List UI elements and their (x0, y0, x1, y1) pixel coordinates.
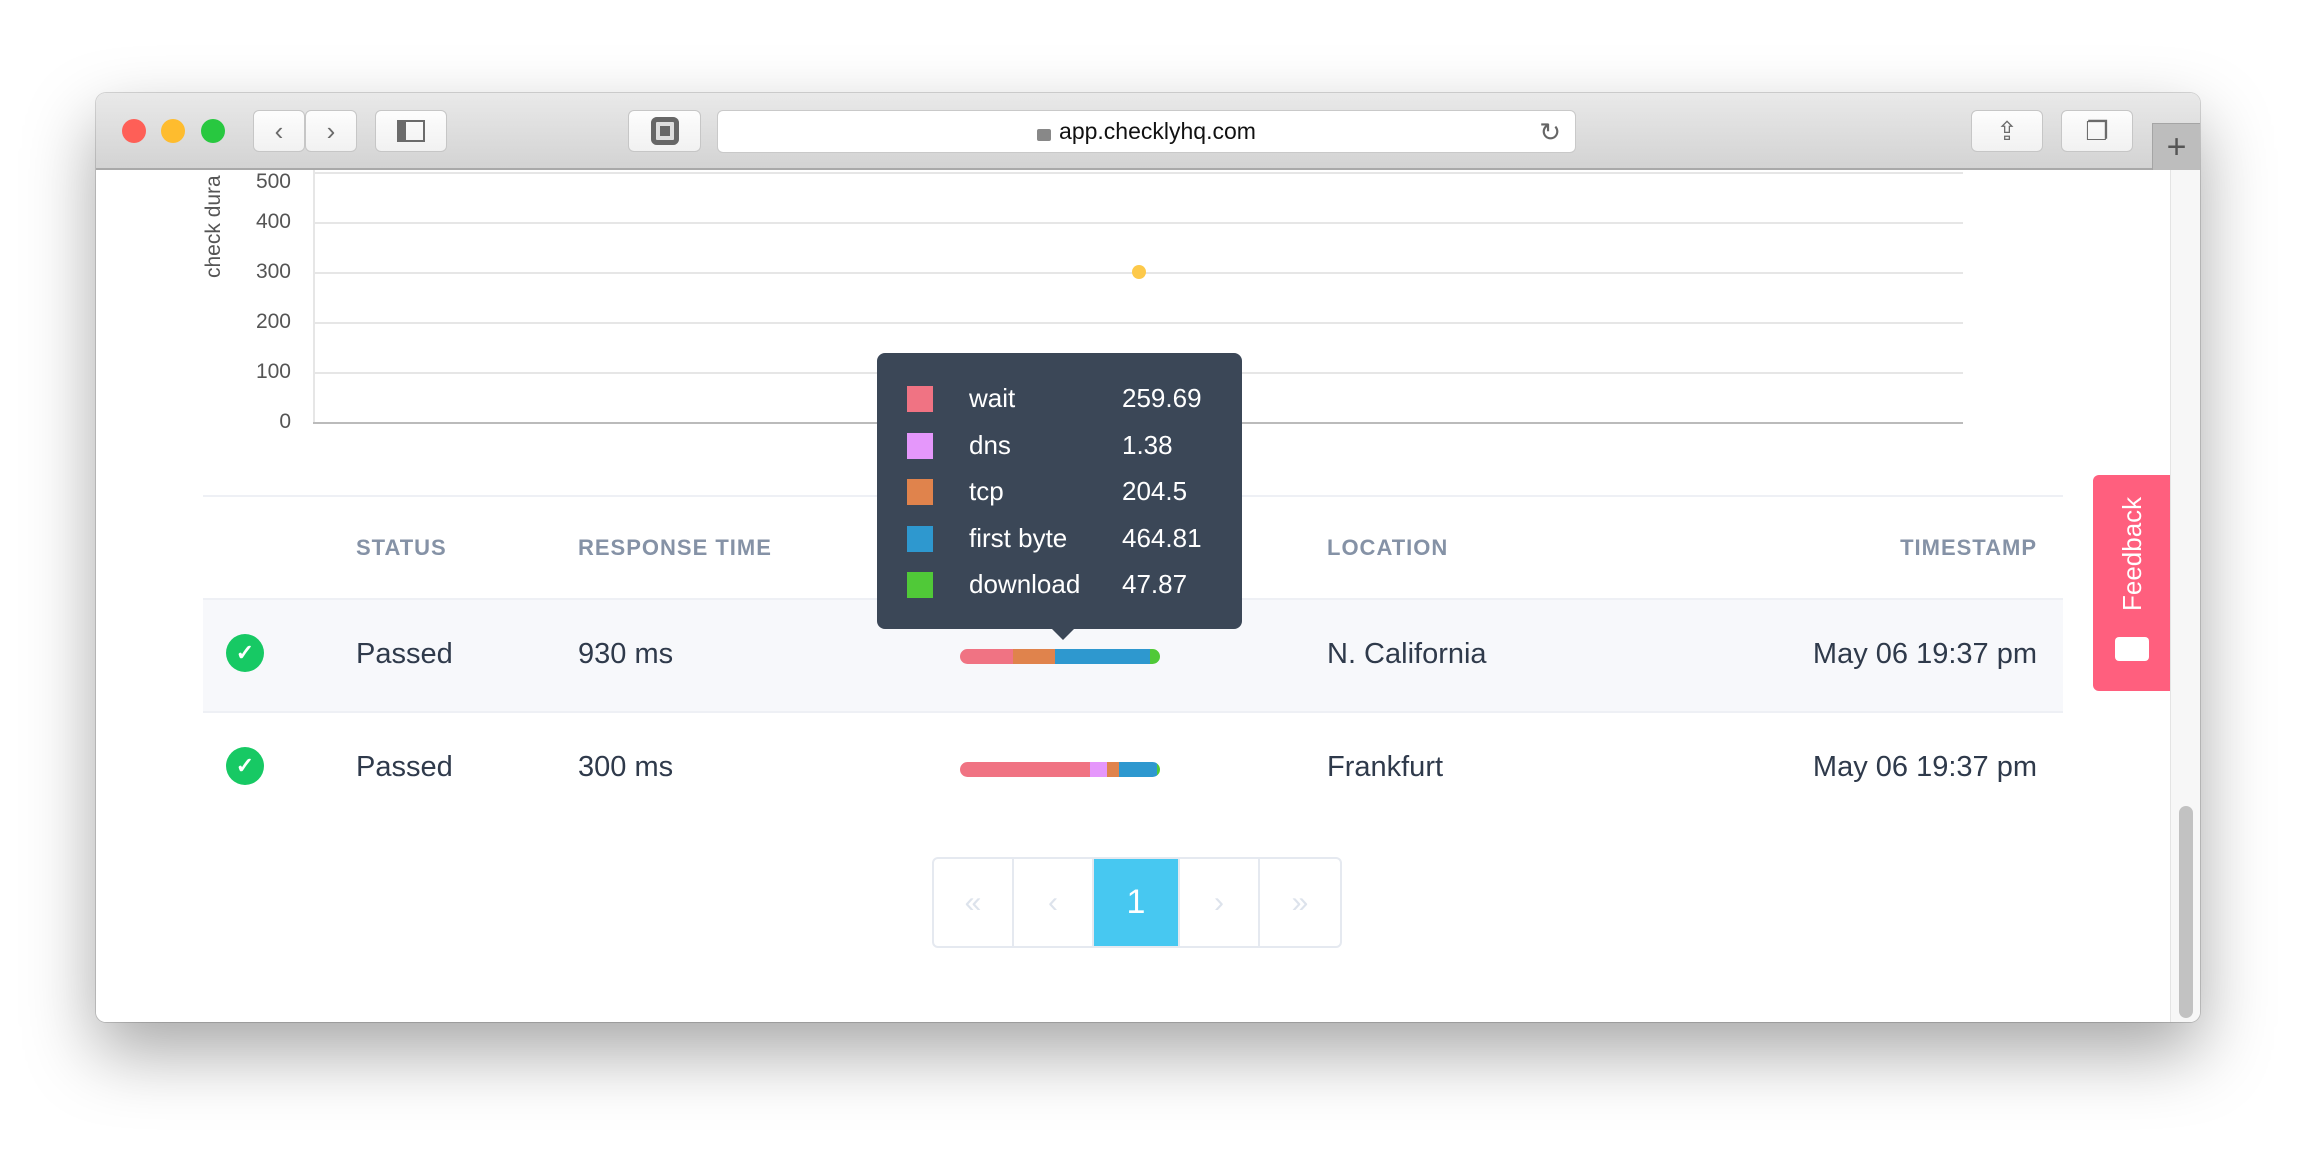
y-tick-label: 300 (255, 260, 291, 283)
smiley-chat-icon (2115, 637, 2149, 661)
status-text: Passed (356, 751, 453, 783)
legend-swatch-icon (907, 386, 933, 412)
tooltip-label: wait (969, 383, 1016, 413)
tooltip-label: dns (969, 429, 1011, 460)
forward-button[interactable]: › (305, 110, 357, 152)
lock-icon (1037, 128, 1052, 141)
scrollbar[interactable] (2170, 170, 2200, 1022)
feedback-label: Feedback (2117, 496, 2147, 611)
header-status[interactable]: STATUS (356, 535, 447, 560)
address-bar[interactable]: app.checklyhq.com ↻ (717, 110, 1576, 153)
timestamp: May 06 19:37 pm (1812, 751, 2037, 783)
tooltip-row: first byte 464.81 (907, 523, 1227, 553)
location: Frankfurt (1327, 751, 1444, 783)
response-time: 930 ms (578, 638, 674, 670)
legend-swatch-icon (907, 479, 933, 505)
share-icon: ⇪ (1996, 115, 2018, 146)
y-tick-label: 0 (279, 410, 291, 433)
browser-window: ‹ › app.checklyhq.com ↻ ⇪ ❐ + check dura… (96, 93, 2200, 1022)
sidebar-button[interactable] (375, 110, 447, 152)
extension-button[interactable] (628, 110, 701, 152)
first-page-button[interactable]: « (934, 859, 1014, 946)
status-text: Passed (356, 638, 453, 670)
legend-swatch-icon (907, 525, 933, 552)
tabs-icon: ❐ (2085, 115, 2109, 146)
new-tab-button[interactable]: + (2152, 123, 2200, 170)
prev-page-button[interactable]: ‹ (1014, 859, 1094, 946)
table-row[interactable]: ✓ Passed 300 ms Frankfurt May 06 19:37 p… (203, 711, 2063, 824)
minimize-window-button[interactable] (161, 119, 185, 143)
plus-icon: + (2166, 127, 2187, 166)
timing-segment-download (1157, 762, 1160, 777)
gridline (313, 322, 1963, 324)
camera-icon (650, 117, 679, 145)
share-button[interactable]: ⇪ (1971, 110, 2043, 152)
back-button[interactable]: ‹ (253, 110, 305, 152)
header-timestamp[interactable]: TIMESTAMP (1900, 535, 2037, 560)
page-1-button[interactable]: 1 (1094, 859, 1180, 946)
y-tick-label: 400 (255, 210, 291, 233)
tooltip-label: download (969, 569, 1081, 599)
timing-segment-wait (960, 762, 1090, 777)
tooltip-value: 204.5 (1122, 476, 1188, 506)
y-tick-label: 500 (255, 170, 291, 193)
y-tick-label: 100 (255, 360, 291, 383)
timestamp: May 06 19:37 pm (1812, 638, 2037, 670)
tooltip-value: 259.69 (1122, 383, 1202, 413)
header-response-time[interactable]: RESPONSE TIME (578, 535, 772, 560)
scrollbar-thumb[interactable] (2179, 806, 2193, 1018)
tooltip-label: first byte (969, 522, 1068, 553)
chevron-right-icon: › (326, 115, 336, 146)
gridline (313, 222, 1963, 224)
timing-segment-dns (1090, 762, 1107, 777)
table-row[interactable]: ✓ Passed 930 ms N. California May 06 19:… (203, 598, 2063, 711)
tooltip-row: dns 1.38 (907, 430, 1227, 460)
zoom-window-button[interactable] (201, 119, 225, 143)
timing-tooltip: wait 259.69 dns 1.38 tcp 204.5 first byt… (877, 353, 1242, 640)
close-window-button[interactable] (122, 119, 146, 143)
page-content: check dura 500 400 300 200 100 0 STATUS RESPO… (96, 170, 2170, 1022)
legend-swatch-icon (907, 572, 933, 598)
timing-segment-first-byte (1054, 649, 1150, 664)
timing-segment-wait (960, 649, 1013, 664)
legend-swatch-icon (907, 432, 933, 459)
tooltip-label: tcp (969, 476, 1004, 506)
check-passed-icon: ✓ (226, 634, 264, 672)
url-text: app.checklyhq.com (1059, 118, 1256, 144)
tooltip-row: download 47.87 (907, 569, 1227, 599)
tooltip-row: tcp 204.5 (907, 476, 1227, 506)
timing-segment-download (1149, 649, 1160, 664)
next-page-button[interactable]: › (1180, 859, 1260, 946)
data-point[interactable] (1132, 265, 1146, 279)
response-time: 300 ms (578, 751, 674, 783)
timing-segment-tcp (1013, 649, 1055, 664)
tabs-overview-button[interactable]: ❐ (2061, 110, 2133, 152)
gridline (313, 172, 1963, 174)
tooltip-value: 464.81 (1122, 522, 1202, 553)
y-axis (313, 170, 315, 422)
reload-icon[interactable]: ↻ (1539, 117, 1561, 147)
check-passed-icon: ✓ (226, 747, 264, 785)
tooltip-row: wait 259.69 (907, 383, 1227, 413)
y-tick-label: 200 (255, 310, 291, 333)
tooltip-value: 1.38 (1122, 429, 1173, 460)
last-page-button[interactable]: » (1291, 885, 1309, 919)
feedback-button[interactable]: Feedback (2093, 475, 2170, 691)
y-axis-title: check dura (202, 175, 225, 278)
timing-bar[interactable] (960, 649, 1160, 664)
timing-segment-first-byte (1119, 762, 1158, 777)
tooltip-value: 47.87 (1122, 569, 1188, 599)
pagination: « ‹ 1 › » (932, 857, 1342, 948)
browser-toolbar: ‹ › app.checklyhq.com ↻ ⇪ ❐ + (96, 93, 2200, 170)
chevron-left-icon: ‹ (274, 115, 284, 146)
location: N. California (1327, 638, 1487, 670)
timing-bar[interactable] (960, 762, 1160, 777)
sidebar-icon (397, 120, 425, 142)
timing-segment-tcp (1107, 762, 1119, 777)
header-location[interactable]: LOCATION (1327, 535, 1449, 560)
